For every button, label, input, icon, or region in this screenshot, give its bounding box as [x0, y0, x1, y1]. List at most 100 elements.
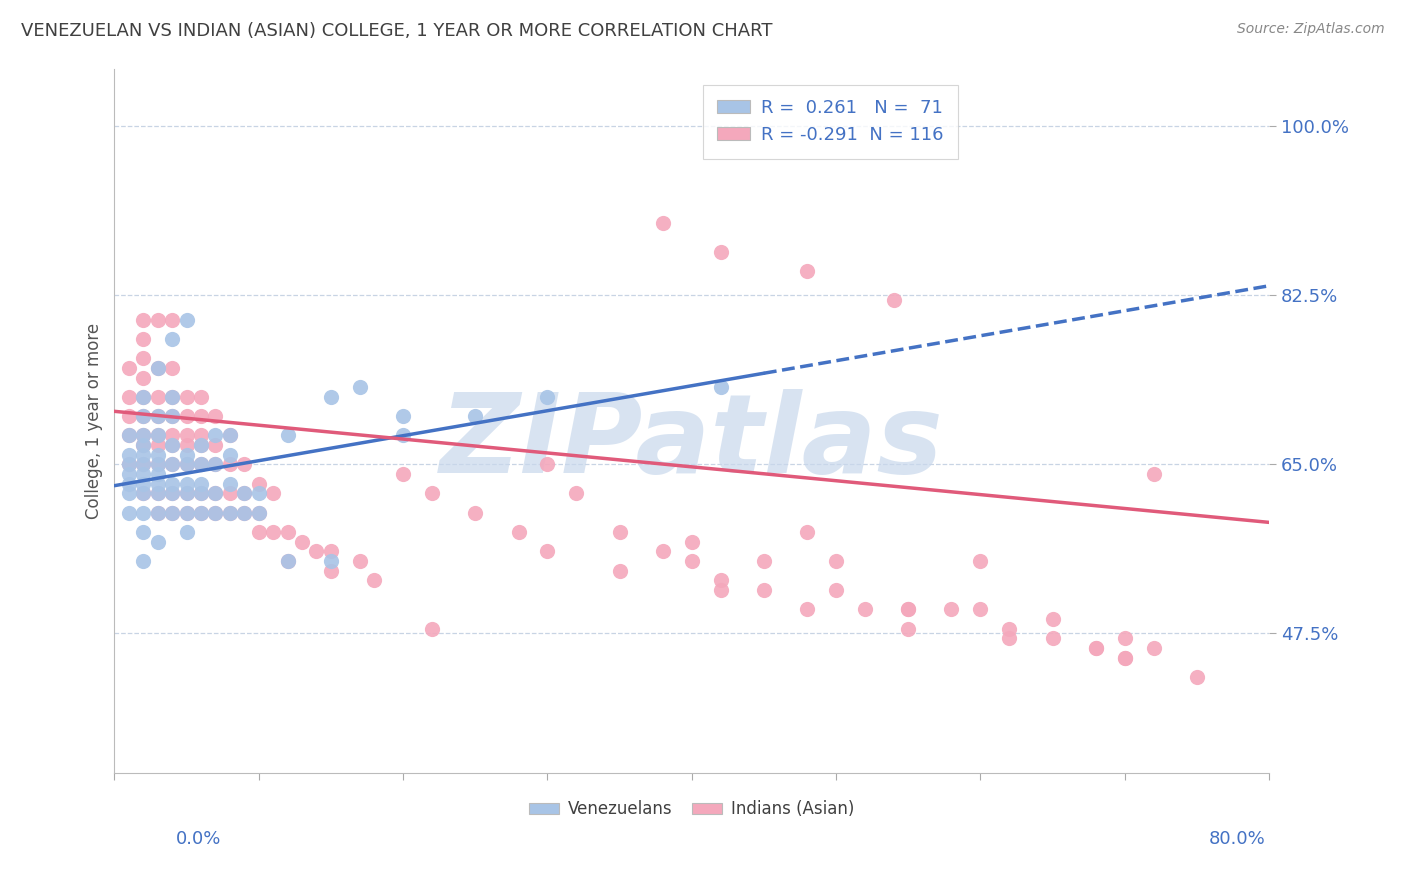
Y-axis label: College, 1 year or more: College, 1 year or more: [86, 323, 103, 519]
Point: [969, 554, 991, 568]
Point: [118, 458, 141, 472]
Point: [247, 506, 270, 520]
Point: [681, 534, 703, 549]
Point: [160, 438, 183, 452]
Point: [420, 486, 443, 500]
Point: [176, 458, 198, 472]
Point: [160, 506, 183, 520]
Point: [132, 458, 155, 472]
Point: [160, 476, 183, 491]
Point: [247, 476, 270, 491]
Point: [132, 554, 155, 568]
Point: [349, 380, 371, 394]
Point: [132, 438, 155, 452]
Point: [1114, 650, 1136, 665]
Point: [118, 409, 141, 424]
Point: [1042, 632, 1064, 646]
Point: [319, 390, 342, 404]
Point: [262, 524, 284, 539]
Point: [752, 582, 775, 597]
Point: [160, 428, 183, 442]
Point: [176, 438, 198, 452]
Point: [218, 486, 240, 500]
Point: [190, 476, 212, 491]
Point: [218, 428, 240, 442]
Point: [160, 506, 183, 520]
Point: [132, 476, 155, 491]
Point: [853, 602, 876, 616]
Point: [176, 458, 198, 472]
Point: [651, 544, 673, 558]
Point: [132, 458, 155, 472]
Point: [825, 582, 848, 597]
Point: [1142, 467, 1164, 481]
Text: 0.0%: 0.0%: [176, 830, 221, 847]
Point: [262, 486, 284, 500]
Point: [218, 428, 240, 442]
Point: [319, 564, 342, 578]
Point: [233, 486, 256, 500]
Point: [146, 428, 169, 442]
Point: [233, 486, 256, 500]
Point: [160, 486, 183, 500]
Point: [190, 486, 212, 500]
Point: [218, 506, 240, 520]
Legend: Venezuelans, Indians (Asian): Venezuelans, Indians (Asian): [523, 794, 860, 825]
Point: [883, 293, 905, 308]
Point: [146, 438, 169, 452]
Point: [146, 486, 169, 500]
Point: [190, 458, 212, 472]
Point: [392, 467, 415, 481]
Point: [118, 448, 141, 462]
Point: [146, 360, 169, 375]
Point: [710, 245, 733, 260]
Point: [132, 448, 155, 462]
Point: [796, 524, 818, 539]
Text: ZIPatlas: ZIPatlas: [440, 389, 943, 496]
Point: [1114, 632, 1136, 646]
Point: [160, 360, 183, 375]
Point: [146, 476, 169, 491]
Point: [825, 554, 848, 568]
Point: [204, 458, 226, 472]
Point: [363, 574, 385, 588]
Text: Source: ZipAtlas.com: Source: ZipAtlas.com: [1237, 22, 1385, 37]
Point: [176, 448, 198, 462]
Point: [190, 458, 212, 472]
Point: [176, 506, 198, 520]
Point: [146, 486, 169, 500]
Point: [146, 534, 169, 549]
Point: [536, 458, 558, 472]
Point: [132, 370, 155, 384]
Point: [176, 312, 198, 326]
Point: [190, 438, 212, 452]
Point: [132, 312, 155, 326]
Point: [160, 486, 183, 500]
Point: [146, 458, 169, 472]
Point: [392, 428, 415, 442]
Text: 80.0%: 80.0%: [1209, 830, 1265, 847]
Point: [204, 486, 226, 500]
Point: [277, 428, 299, 442]
Point: [319, 554, 342, 568]
Point: [233, 506, 256, 520]
Point: [160, 390, 183, 404]
Point: [118, 476, 141, 491]
Point: [218, 476, 240, 491]
Point: [146, 390, 169, 404]
Point: [247, 524, 270, 539]
Point: [464, 409, 486, 424]
Point: [146, 448, 169, 462]
Point: [204, 506, 226, 520]
Point: [132, 428, 155, 442]
Point: [190, 409, 212, 424]
Point: [609, 524, 631, 539]
Point: [681, 554, 703, 568]
Point: [132, 486, 155, 500]
Point: [1084, 640, 1107, 655]
Text: VENEZUELAN VS INDIAN (ASIAN) COLLEGE, 1 YEAR OR MORE CORRELATION CHART: VENEZUELAN VS INDIAN (ASIAN) COLLEGE, 1 …: [21, 22, 772, 40]
Point: [1042, 612, 1064, 626]
Point: [146, 506, 169, 520]
Point: [349, 554, 371, 568]
Point: [176, 486, 198, 500]
